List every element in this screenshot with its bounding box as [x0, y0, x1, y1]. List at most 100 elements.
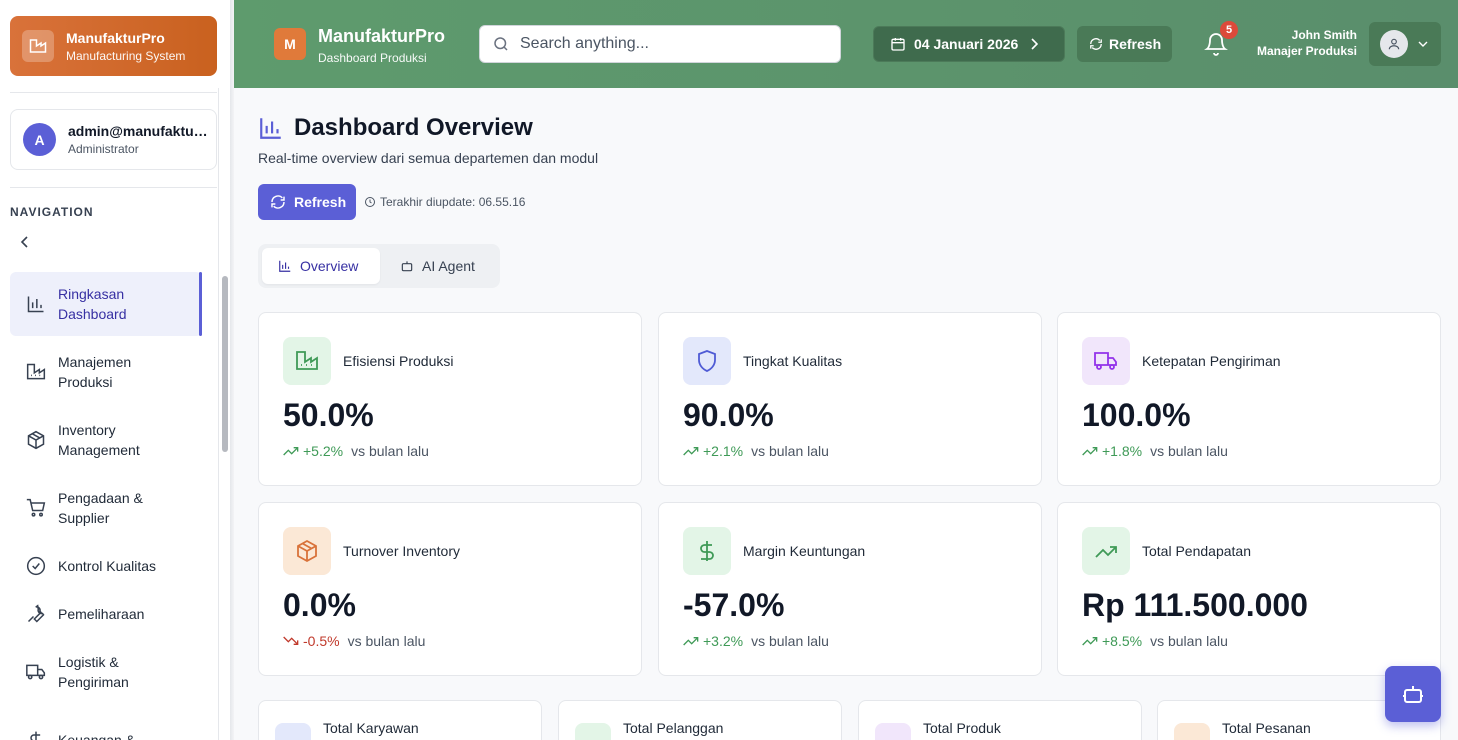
notification-badge: 5: [1220, 21, 1238, 39]
calendar-icon: [891, 38, 905, 51]
sidebar-scrollbar[interactable]: [222, 276, 228, 452]
stat-card-total-pelanggan[interactable]: Total Pelanggan: [558, 700, 842, 740]
kpi-card-tingkat-kualitas[interactable]: Tingkat Kualitas 90.0% +2.1% vs bulan la…: [658, 312, 1042, 486]
package-icon: [283, 527, 331, 575]
card-compare: vs bulan lalu: [351, 443, 429, 459]
package-icon: [27, 430, 45, 450]
stat-title: Total Pelanggan: [623, 720, 724, 736]
header-logo: M: [274, 28, 306, 60]
users-icon: [575, 723, 611, 740]
kpi-card-total-pendapatan[interactable]: Total Pendapatan Rp 111.500.000 +8.5% vs…: [1057, 502, 1441, 676]
shield-icon: [683, 337, 731, 385]
card-value: 90.0%: [683, 397, 774, 433]
collapse-sidebar-button[interactable]: [16, 232, 34, 252]
search-icon: [494, 37, 508, 51]
cart-icon: [1174, 723, 1210, 740]
sidebar-item-label: Logistik & Pengiriman: [58, 654, 129, 690]
trending-up-icon: [1082, 527, 1130, 575]
user-card[interactable]: A admin@manufaktur.com Administrator: [10, 109, 217, 170]
header-subtitle: Dashboard Produksi: [318, 51, 427, 65]
sidebar-item-keuangan[interactable]: Keuangan &: [10, 708, 202, 740]
card-compare: vs bulan lalu: [347, 633, 426, 649]
refresh-label: Refresh: [294, 194, 347, 210]
header-refresh-button[interactable]: Refresh: [1077, 26, 1172, 62]
stat-card-total-karyawan[interactable]: Total Karyawan: [258, 700, 542, 740]
trending-down-icon: [283, 636, 299, 645]
sidebar-item-logistik-pengiriman[interactable]: Logistik & Pengiriman: [10, 640, 202, 704]
truck-icon: [26, 664, 46, 680]
card-trend: +8.5% vs bulan lalu: [1082, 633, 1228, 649]
card-trend: +3.2% vs bulan lalu: [683, 633, 829, 649]
tab-ai-agent[interactable]: AI Agent: [384, 248, 496, 284]
sidebar-item-manajemen-produksi[interactable]: Manajemen Produksi: [10, 340, 202, 404]
sidebar-border: [230, 0, 234, 740]
user-menu-button[interactable]: [1369, 22, 1441, 66]
last-updated-text: Terakhir diupdate: 06.55.16: [380, 195, 526, 209]
search-input[interactable]: [520, 35, 820, 53]
card-change: +3.2%: [703, 633, 744, 649]
tab-overview[interactable]: Overview: [262, 248, 380, 284]
sidebar: ManufakturPro Manufacturing System A adm…: [0, 0, 234, 740]
brand-subtitle: Manufacturing System: [66, 48, 186, 63]
sidebar-item-label: Kontrol Kualitas: [58, 558, 157, 574]
scroll-track: [218, 88, 219, 740]
card-value: -57.0%: [683, 587, 785, 623]
factory-icon: [22, 30, 54, 62]
ai-assistant-button[interactable]: [1385, 666, 1441, 722]
card-change: +1.8%: [1102, 443, 1143, 459]
brand-title: ManufakturPro: [66, 29, 165, 46]
sidebar-item-label: Pemeliharaan: [58, 606, 145, 622]
sidebar-item-pemeliharaan[interactable]: Pemeliharaan: [10, 592, 202, 636]
card-title: Efisiensi Produksi: [343, 353, 454, 369]
stat-card-total-produk[interactable]: Total Produk: [858, 700, 1142, 740]
date-picker-button[interactable]: 04 Januari 2026: [873, 26, 1065, 62]
cart-icon: [26, 498, 46, 517]
card-trend: +5.2% vs bulan lalu: [283, 443, 429, 459]
robot-icon: [1403, 686, 1423, 703]
header-user-name: John Smith: [1291, 28, 1357, 42]
tab-label: AI Agent: [422, 258, 475, 274]
divider: [10, 92, 217, 93]
kpi-card-margin-keuntungan[interactable]: Margin Keuntungan -57.0% +3.2% vs bulan …: [658, 502, 1042, 676]
card-change: +2.1%: [703, 443, 744, 459]
trending-up-icon: [1082, 637, 1098, 646]
date-label: 04 Januari 2026: [914, 36, 1019, 52]
card-trend: -0.5% vs bulan lalu: [283, 633, 425, 649]
sidebar-item-ringkasan-dashboard[interactable]: Ringkasan Dashboard: [10, 272, 202, 336]
stat-title: Total Produk: [923, 720, 1001, 736]
card-compare: vs bulan lalu: [1150, 443, 1228, 459]
refresh-button[interactable]: Refresh: [258, 184, 356, 220]
user-icon: [1388, 38, 1400, 50]
kpi-card-efisiensi-produksi[interactable]: Efisiensi Produksi 50.0% +5.2% vs bulan …: [258, 312, 642, 486]
search-box[interactable]: [479, 25, 841, 63]
chevron-left-icon: [20, 236, 28, 248]
sidebar-item-kontrol-kualitas[interactable]: Kontrol Kualitas: [10, 544, 202, 588]
kpi-card-turnover-inventory[interactable]: Turnover Inventory 0.0% -0.5% vs bulan l…: [258, 502, 642, 676]
sidebar-item-label: Ringkasan Dashboard: [58, 286, 127, 322]
stat-title: Total Pesanan: [1222, 720, 1311, 736]
card-trend: +1.8% vs bulan lalu: [1082, 443, 1228, 459]
sidebar-item-inventory-management[interactable]: Inventory Management: [10, 408, 202, 472]
truck-icon: [1082, 337, 1130, 385]
card-change: +8.5%: [1102, 633, 1143, 649]
user-email: admin@manufaktur.com: [68, 123, 208, 139]
card-title: Tingkat Kualitas: [743, 353, 843, 369]
bell-icon[interactable]: [1204, 31, 1228, 57]
card-title: Margin Keuntungan: [743, 543, 866, 559]
last-updated: Terakhir diupdate: 06.55.16: [364, 195, 525, 209]
avatar: A: [23, 123, 56, 156]
check-circle-icon: [26, 556, 46, 576]
dollar-icon: [30, 731, 41, 740]
sidebar-item-label: Pengadaan & Supplier: [58, 490, 143, 526]
chevron-down-icon: [1418, 41, 1428, 47]
clock-icon: [365, 197, 375, 207]
kpi-card-ketepatan-pengiriman[interactable]: Ketepatan Pengiriman 100.0% +1.8% vs bul…: [1057, 312, 1441, 486]
brand-logo[interactable]: ManufakturPro Manufacturing System: [10, 16, 217, 76]
robot-icon: [401, 261, 413, 272]
card-change: +5.2%: [303, 443, 344, 459]
sidebar-item-label: Keuangan &: [58, 732, 136, 740]
tab-bar: Overview AI Agent: [258, 244, 500, 288]
card-value: 0.0%: [283, 587, 356, 623]
bar-chart-icon: [279, 260, 291, 272]
sidebar-item-pengadaan-supplier[interactable]: Pengadaan & Supplier: [10, 476, 202, 540]
